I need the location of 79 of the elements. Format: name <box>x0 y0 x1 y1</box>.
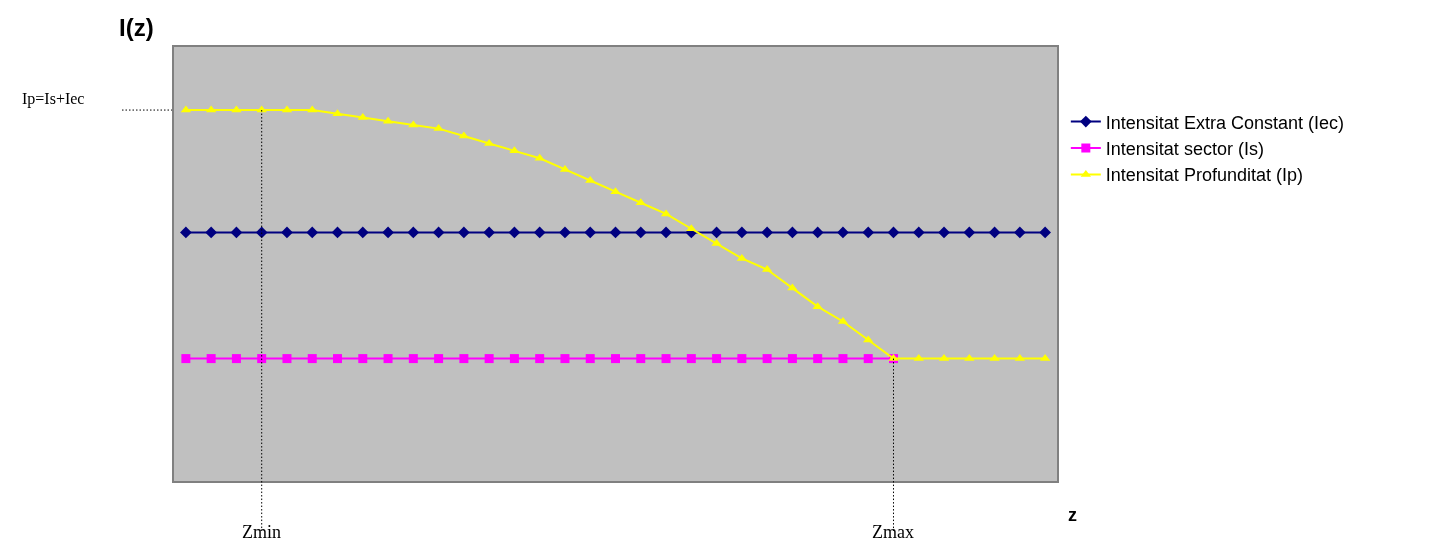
point <box>559 226 571 239</box>
point <box>332 109 343 117</box>
point <box>358 354 368 364</box>
point <box>307 354 317 364</box>
point <box>686 224 697 232</box>
point <box>761 226 773 239</box>
y-axis-title: I(z) <box>119 14 154 41</box>
point <box>938 226 950 239</box>
point <box>257 354 267 364</box>
legend-label: Intensitat Profunditat (Ip) <box>1105 165 1303 186</box>
point <box>560 354 570 364</box>
point <box>458 226 470 239</box>
point <box>181 354 191 364</box>
point <box>635 198 646 206</box>
point <box>407 226 420 239</box>
point <box>636 354 646 364</box>
point <box>584 226 597 239</box>
point <box>230 226 243 239</box>
point <box>483 226 495 239</box>
point <box>838 354 848 364</box>
point <box>356 226 369 239</box>
point <box>609 226 622 239</box>
point <box>434 354 444 364</box>
x-axis-title: z <box>1068 505 1077 525</box>
point <box>863 335 874 343</box>
point <box>331 226 344 239</box>
point <box>333 354 343 364</box>
legend-label: Intensitat sector (Is) <box>1105 139 1264 160</box>
point <box>963 226 976 239</box>
text: Ip=Is+Iec <box>22 90 85 108</box>
point <box>611 354 620 364</box>
point <box>307 105 318 113</box>
point <box>585 354 595 364</box>
point <box>862 226 875 239</box>
point <box>710 226 723 239</box>
point <box>1039 226 1051 239</box>
point <box>281 226 293 239</box>
point <box>408 354 418 364</box>
point <box>736 226 748 239</box>
point <box>533 226 546 239</box>
text: Zmax <box>872 522 914 542</box>
point <box>383 354 393 364</box>
point <box>811 226 824 239</box>
point <box>634 226 647 239</box>
point <box>1014 226 1026 239</box>
point <box>660 226 672 239</box>
point <box>786 226 799 239</box>
point <box>988 226 1001 239</box>
point <box>837 226 849 239</box>
point <box>813 354 823 364</box>
point <box>432 226 445 239</box>
point <box>762 354 772 364</box>
point <box>686 354 696 364</box>
point <box>912 226 925 239</box>
point <box>382 226 394 239</box>
point <box>508 226 521 239</box>
point <box>534 153 545 161</box>
point <box>484 354 494 364</box>
point <box>787 354 797 364</box>
point <box>509 354 519 364</box>
legend-label: Intensitat Extra Constant (Iec) <box>1105 112 1344 133</box>
point <box>306 226 319 239</box>
point <box>205 226 217 239</box>
point <box>459 354 469 364</box>
point <box>180 226 192 239</box>
point <box>231 354 241 364</box>
point <box>887 226 900 239</box>
point <box>863 354 873 364</box>
point <box>509 146 520 154</box>
point <box>535 354 545 364</box>
point <box>712 354 722 364</box>
point <box>206 354 216 364</box>
point <box>357 112 368 120</box>
point <box>282 354 292 364</box>
point <box>408 120 419 128</box>
point <box>255 226 268 239</box>
point <box>737 354 747 364</box>
text: Zmin <box>242 522 281 542</box>
point <box>661 354 671 364</box>
